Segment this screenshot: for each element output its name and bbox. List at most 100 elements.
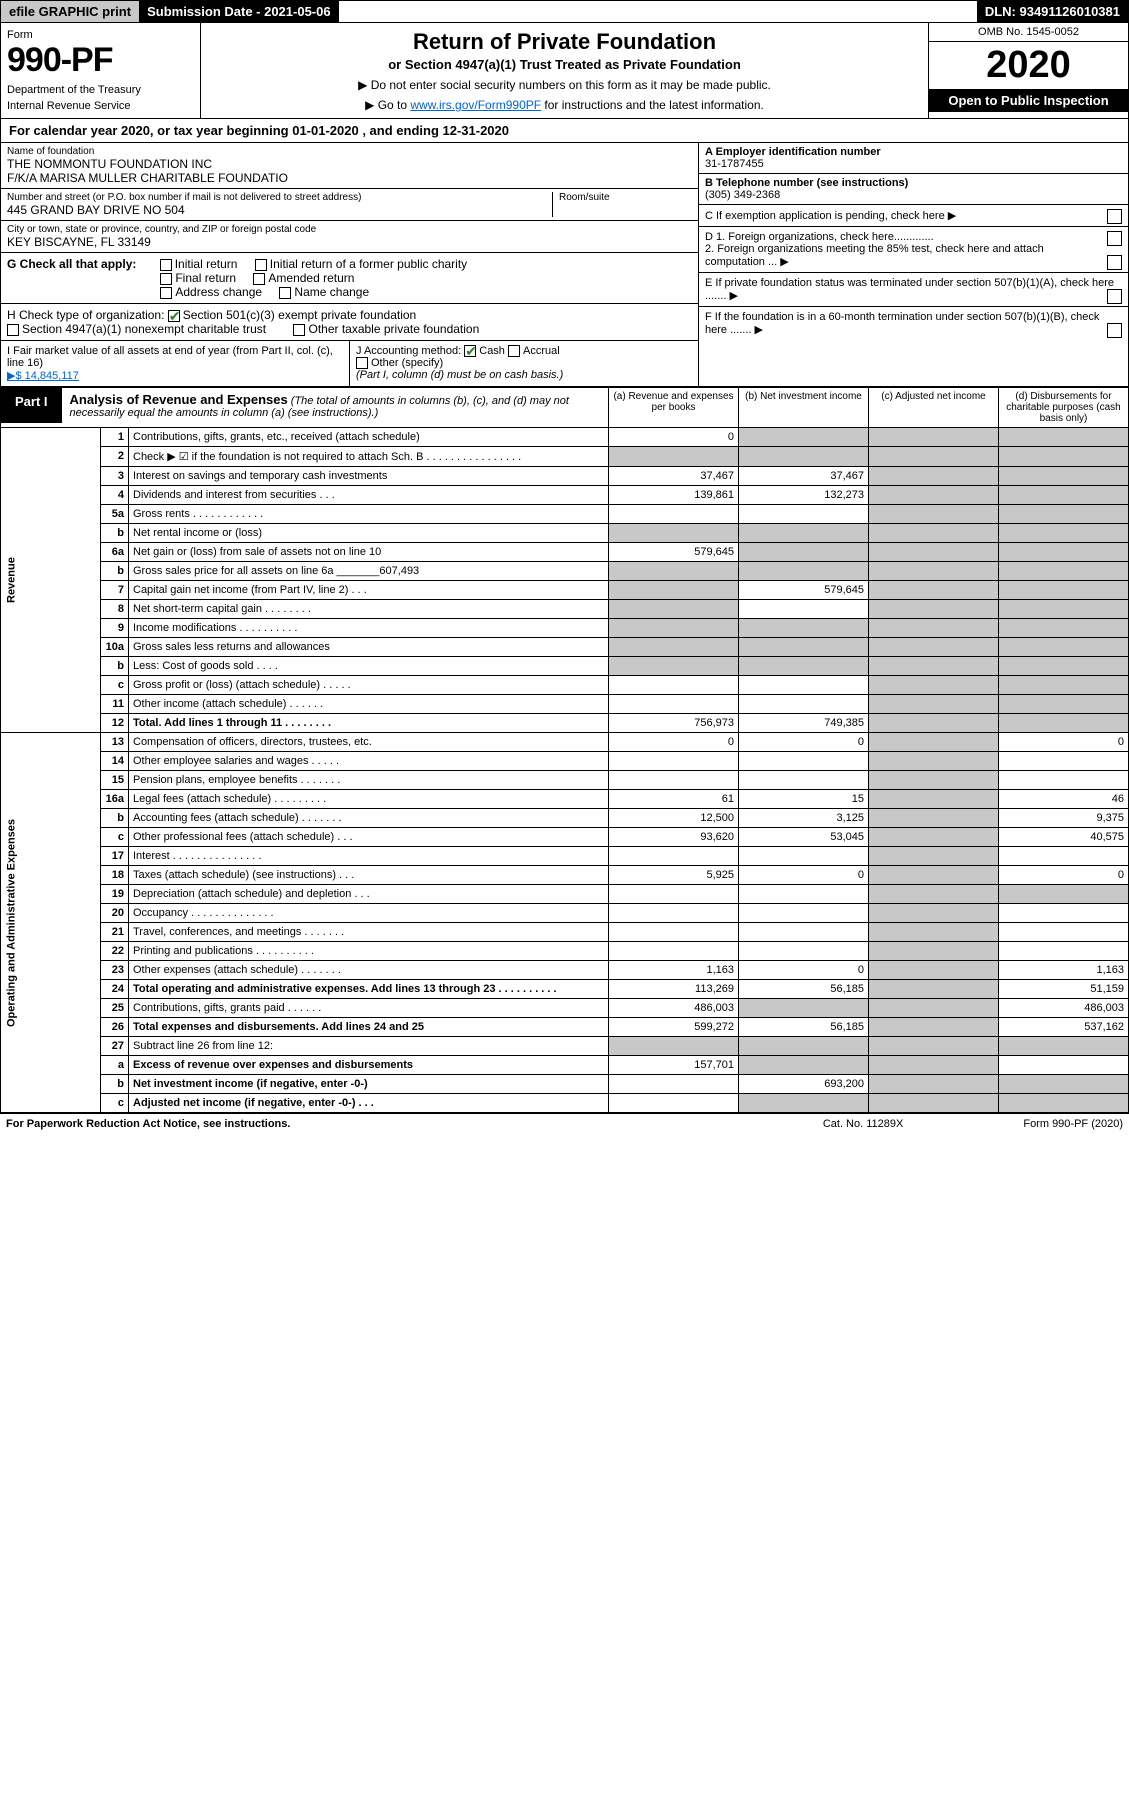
amount-cell: 37,467 bbox=[609, 467, 739, 486]
table-row: 8Net short-term capital gain . . . . . .… bbox=[1, 600, 1129, 619]
line-description: Adjusted net income (if negative, enter … bbox=[129, 1094, 609, 1113]
c-option: C If exemption application is pending, c… bbox=[699, 205, 1128, 227]
amount-cell bbox=[739, 447, 869, 467]
amount-cell bbox=[999, 714, 1129, 733]
efile-label[interactable]: efile GRAPHIC print bbox=[1, 1, 139, 22]
amount-cell bbox=[869, 1037, 999, 1056]
line-description: Net rental income or (loss) bbox=[129, 524, 609, 543]
instructions-link[interactable]: www.irs.gov/Form990PF bbox=[410, 98, 541, 112]
amount-cell bbox=[999, 486, 1129, 505]
g-section: G Check all that apply: Initial return I… bbox=[1, 253, 698, 304]
line-description: Capital gain net income (from Part IV, l… bbox=[129, 581, 609, 600]
page-footer: For Paperwork Reduction Act Notice, see … bbox=[0, 1113, 1129, 1134]
e-option: E If private foundation status was termi… bbox=[699, 273, 1128, 307]
paperwork-notice: For Paperwork Reduction Act Notice, see … bbox=[6, 1118, 823, 1130]
j-other[interactable]: Other (specify) bbox=[356, 357, 443, 369]
g-initial-return[interactable]: Initial return bbox=[160, 257, 238, 271]
amount-cell bbox=[739, 847, 869, 866]
amount-cell bbox=[609, 1037, 739, 1056]
line-description: Depreciation (attach schedule) and deple… bbox=[129, 885, 609, 904]
amount-cell bbox=[999, 543, 1129, 562]
amount-cell bbox=[869, 1018, 999, 1037]
e-checkbox[interactable] bbox=[1107, 289, 1122, 304]
d2-checkbox[interactable] bbox=[1107, 255, 1122, 270]
j-cash[interactable]: Cash bbox=[464, 345, 505, 357]
table-row: 3Interest on savings and temporary cash … bbox=[1, 467, 1129, 486]
table-row: 7Capital gain net income (from Part IV, … bbox=[1, 581, 1129, 600]
amount-cell bbox=[999, 505, 1129, 524]
amount-cell bbox=[869, 809, 999, 828]
amount-cell bbox=[739, 562, 869, 581]
tax-year: 2020 bbox=[929, 42, 1128, 89]
amount-cell bbox=[869, 714, 999, 733]
table-row: 19Depreciation (attach schedule) and dep… bbox=[1, 885, 1129, 904]
c-checkbox[interactable] bbox=[1107, 209, 1122, 224]
amount-cell bbox=[869, 942, 999, 961]
amount-cell bbox=[609, 1075, 739, 1094]
table-row: 23Other expenses (attach schedule) . . .… bbox=[1, 961, 1129, 980]
line-number: c bbox=[101, 828, 129, 847]
amount-cell bbox=[739, 942, 869, 961]
amount-cell bbox=[609, 619, 739, 638]
g-initial-former[interactable]: Initial return of a former public charit… bbox=[255, 257, 467, 271]
amount-cell bbox=[869, 524, 999, 543]
amount-cell bbox=[999, 923, 1129, 942]
amount-cell bbox=[739, 999, 869, 1018]
amount-cell bbox=[869, 562, 999, 581]
amount-cell: 15 bbox=[739, 790, 869, 809]
form-ref: Form 990-PF (2020) bbox=[1023, 1118, 1123, 1130]
amount-cell bbox=[869, 657, 999, 676]
line-number: 4 bbox=[101, 486, 129, 505]
amount-cell bbox=[739, 600, 869, 619]
amount-cell bbox=[609, 505, 739, 524]
line-number: 12 bbox=[101, 714, 129, 733]
addr-label: Number and street (or P.O. box number if… bbox=[7, 192, 552, 203]
f-checkbox[interactable] bbox=[1107, 323, 1122, 338]
amount-cell bbox=[999, 1075, 1129, 1094]
line-number: 10a bbox=[101, 638, 129, 657]
line-description: Compensation of officers, directors, tru… bbox=[129, 733, 609, 752]
g-name-change[interactable]: Name change bbox=[279, 285, 369, 299]
line-description: Dividends and interest from securities .… bbox=[129, 486, 609, 505]
amount-cell bbox=[739, 1056, 869, 1075]
amount-cell bbox=[999, 467, 1129, 486]
line-description: Net short-term capital gain . . . . . . … bbox=[129, 600, 609, 619]
amount-cell bbox=[869, 980, 999, 999]
amount-cell bbox=[999, 447, 1129, 467]
h-other-taxable[interactable]: Other taxable private foundation bbox=[293, 322, 479, 336]
amount-cell bbox=[869, 695, 999, 714]
amount-cell bbox=[609, 524, 739, 543]
line-number: 24 bbox=[101, 980, 129, 999]
h-4947[interactable]: Section 4947(a)(1) nonexempt charitable … bbox=[7, 322, 266, 336]
line-number: 19 bbox=[101, 885, 129, 904]
d1-checkbox[interactable] bbox=[1107, 231, 1122, 246]
amount-cell bbox=[609, 447, 739, 467]
form-label: Form bbox=[7, 29, 194, 41]
table-row: bNet rental income or (loss) bbox=[1, 524, 1129, 543]
g-final-return[interactable]: Final return bbox=[160, 271, 236, 285]
amount-cell bbox=[609, 752, 739, 771]
amount-cell: 0 bbox=[999, 733, 1129, 752]
h-501c3[interactable]: Section 501(c)(3) exempt private foundat… bbox=[168, 308, 416, 322]
table-row: 24Total operating and administrative exp… bbox=[1, 980, 1129, 999]
amount-cell bbox=[869, 428, 999, 447]
line-description: Gross sales less returns and allowances bbox=[129, 638, 609, 657]
form-title: Return of Private Foundation bbox=[213, 29, 916, 55]
phone-value: (305) 349-2368 bbox=[705, 189, 1122, 201]
g-amended[interactable]: Amended return bbox=[253, 271, 354, 285]
line-number: b bbox=[101, 524, 129, 543]
amount-cell bbox=[739, 543, 869, 562]
amount-cell bbox=[869, 790, 999, 809]
table-row: cGross profit or (loss) (attach schedule… bbox=[1, 676, 1129, 695]
amount-cell bbox=[869, 467, 999, 486]
amount-cell: 0 bbox=[999, 866, 1129, 885]
line-number: 8 bbox=[101, 600, 129, 619]
col-a-header: (a) Revenue and expenses per books bbox=[609, 388, 739, 428]
j-accrual[interactable]: Accrual bbox=[508, 345, 560, 357]
table-row: 5aGross rents . . . . . . . . . . . . bbox=[1, 505, 1129, 524]
g-address-change[interactable]: Address change bbox=[160, 285, 262, 299]
amount-cell bbox=[609, 657, 739, 676]
table-row: 20Occupancy . . . . . . . . . . . . . . bbox=[1, 904, 1129, 923]
foundation-name-1: THE NOMMONTU FOUNDATION INC bbox=[7, 157, 692, 171]
line-description: Taxes (attach schedule) (see instruction… bbox=[129, 866, 609, 885]
